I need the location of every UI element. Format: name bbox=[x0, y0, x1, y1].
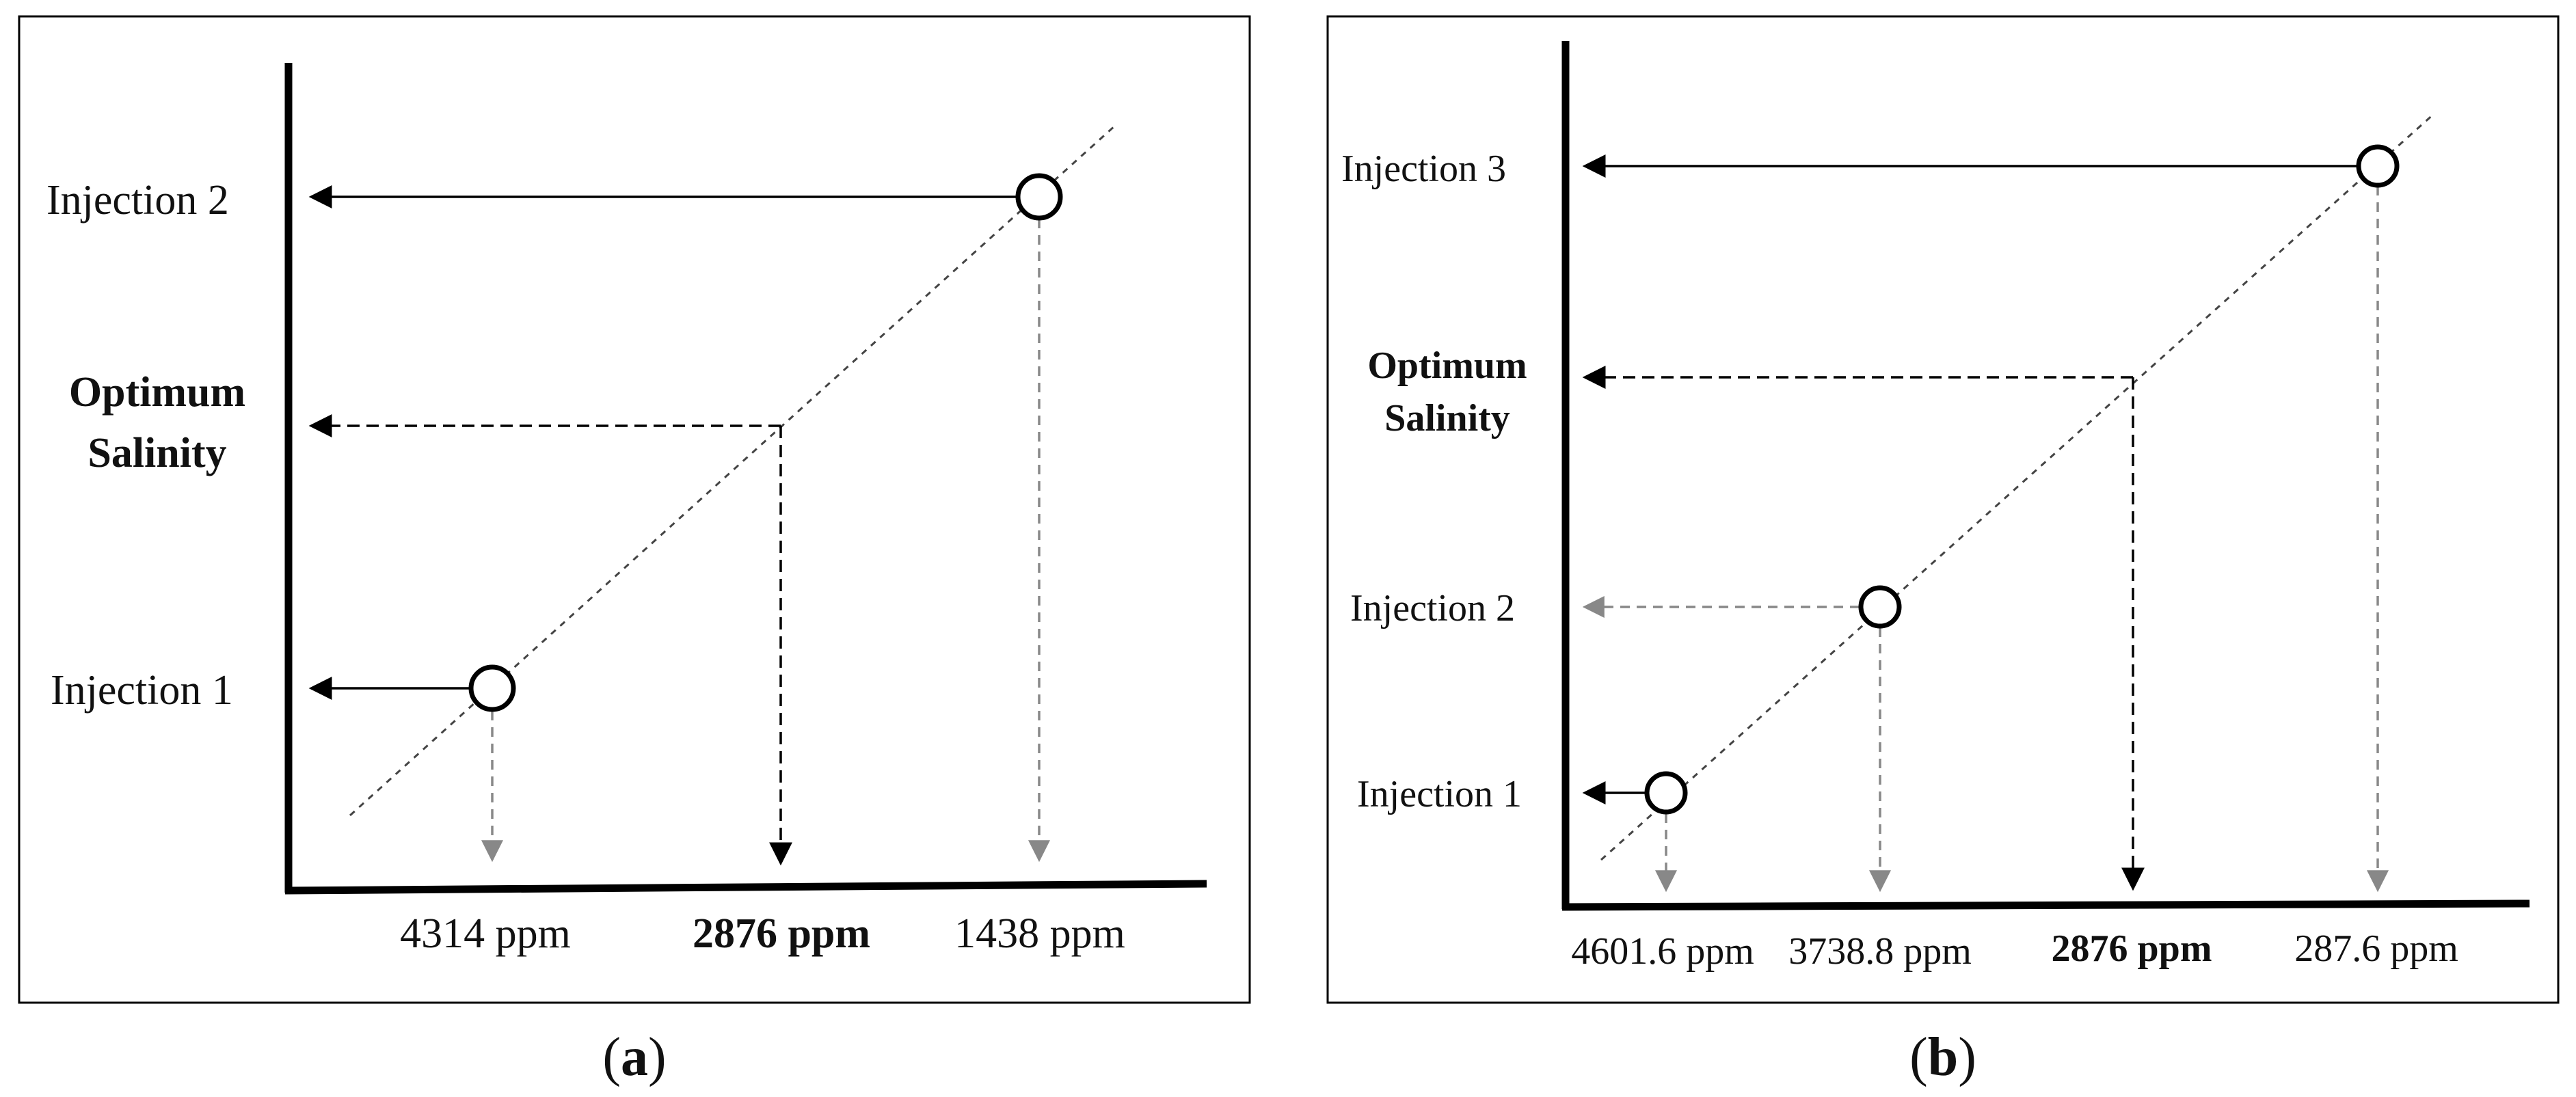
panel-b-x-label-3: 2876 ppm bbox=[2052, 927, 2212, 970]
panel-b-point-injection-1 bbox=[1644, 771, 1688, 815]
panel-a-x-axis bbox=[284, 880, 1207, 895]
panel-a-point-injection-1 bbox=[468, 664, 516, 712]
panel-b-x-label-1: 4601.6 ppm bbox=[1571, 930, 1754, 973]
panel-a-label-injection-2: Injection 2 bbox=[46, 177, 229, 224]
panel-b-point-injection-3 bbox=[2356, 144, 2400, 188]
panel-b-label-injection-2: Injection 2 bbox=[1350, 587, 1515, 629]
panel-b-label-optimum-line2: Salinity bbox=[1384, 397, 1510, 439]
panel-a-label-injection-1: Injection 1 bbox=[51, 667, 233, 714]
panel-a-point-injection-2 bbox=[1015, 173, 1063, 221]
panel-a-x-label-3: 1438 ppm bbox=[954, 910, 1125, 957]
panel-b-caption: (b) bbox=[1909, 1027, 1976, 1087]
panel-b: Injection 3 Optimum Salinity Injection 2… bbox=[1326, 15, 2560, 1087]
panel-b-label-optimum-line1: Optimum bbox=[1367, 344, 1527, 387]
panel-a-trend-line bbox=[349, 124, 1117, 817]
panel-b-frame bbox=[1326, 15, 2560, 1004]
panel-a-caption: (a) bbox=[602, 1027, 666, 1087]
panel-b-x-axis bbox=[1561, 899, 2530, 911]
panel-a-label-optimum-line2: Salinity bbox=[88, 430, 226, 476]
panel-b-label-injection-3: Injection 3 bbox=[1341, 148, 1506, 190]
panel-b-trend-line bbox=[1600, 111, 2437, 861]
panel-a: Injection 2 Optimum Salinity Injection 1… bbox=[18, 15, 1251, 1087]
panel-b-point-injection-2 bbox=[1858, 585, 1902, 629]
panel-a-x-label-1: 4314 ppm bbox=[400, 910, 571, 957]
panel-b-x-label-4: 287.6 ppm bbox=[2294, 927, 2458, 970]
panel-b-label-injection-1: Injection 1 bbox=[1357, 773, 1522, 815]
panel-a-label-optimum-line1: Optimum bbox=[69, 369, 245, 416]
panel-b-x-label-2: 3738.8 ppm bbox=[1788, 930, 1972, 973]
panel-b-caption-letter: b bbox=[1928, 1027, 1959, 1087]
panel-a-frame bbox=[18, 15, 1251, 1004]
panel-a-caption-letter: a bbox=[621, 1027, 648, 1087]
panel-a-x-label-2: 2876 ppm bbox=[693, 910, 870, 957]
